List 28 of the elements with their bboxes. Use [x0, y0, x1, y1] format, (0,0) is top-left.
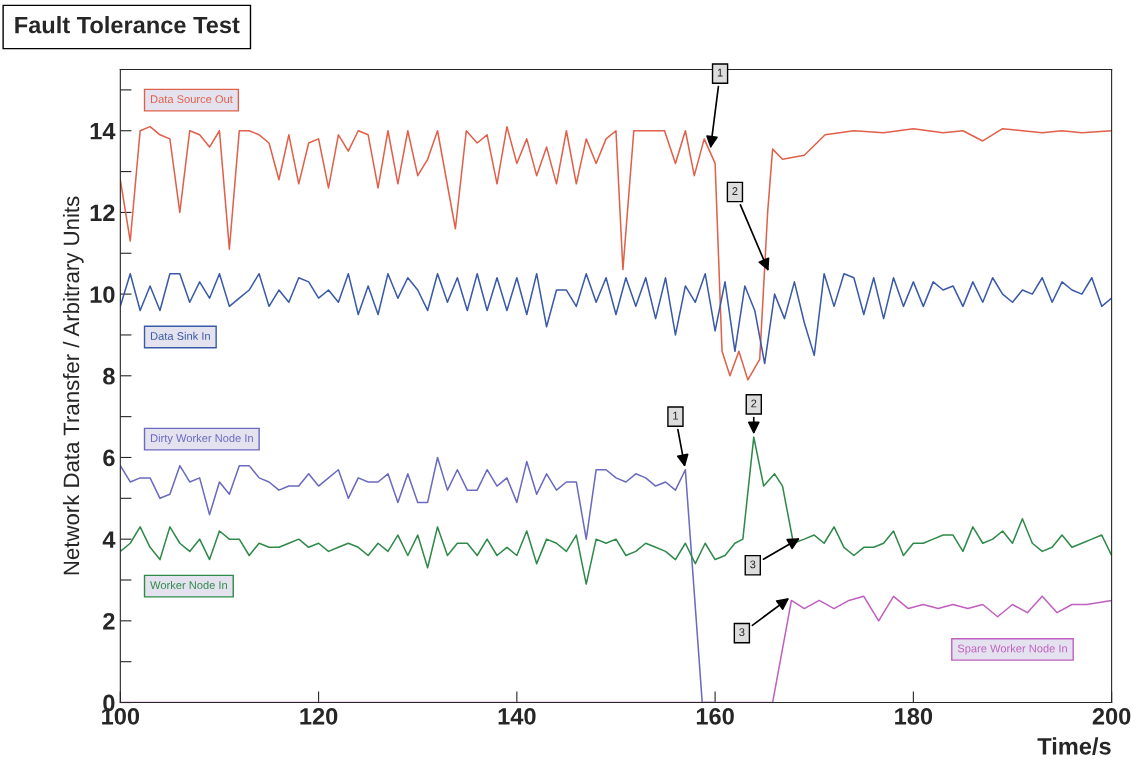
y-tick-label: 6: [103, 449, 115, 467]
annotation: 2: [751, 399, 757, 408]
text: Spare Worker Node In: [957, 644, 1067, 655]
y-axis-title: Network Data Transfer / Arbitrary Units: [62, 196, 84, 575]
text: Worker Node In: [150, 580, 227, 590]
x-tick-label: 120: [300, 708, 338, 725]
x-tick-label: 180: [895, 708, 933, 725]
y-tick-label: 4: [102, 531, 116, 548]
y-tick-label: 14: [90, 123, 116, 140]
y-tick-label: 12: [90, 204, 115, 221]
text: Data Sink In: [150, 331, 210, 340]
x-tick-label: 160: [696, 708, 734, 725]
annotation: 3: [739, 628, 745, 637]
y-tick-label: 10: [90, 286, 115, 303]
chart-title: Fault Tolerance Test: [15, 16, 240, 34]
line-series: [120, 125, 1112, 381]
text: Data Source Out: [150, 95, 233, 104]
line-series: [120, 272, 1112, 365]
annotation: 1: [717, 68, 723, 77]
x-tick-label: 140: [498, 708, 536, 725]
series-label: Dirty Worker Node In: [150, 433, 253, 445]
annotation: 2: [732, 187, 738, 195]
annotation: 3: [750, 560, 756, 569]
y-tick-label: 2: [103, 612, 115, 630]
annotation: 1: [673, 411, 678, 420]
x-axis-title: Time/s: [1037, 737, 1111, 755]
y-tick-label: 8: [103, 367, 115, 385]
x-tick-label: 200: [1092, 708, 1131, 725]
